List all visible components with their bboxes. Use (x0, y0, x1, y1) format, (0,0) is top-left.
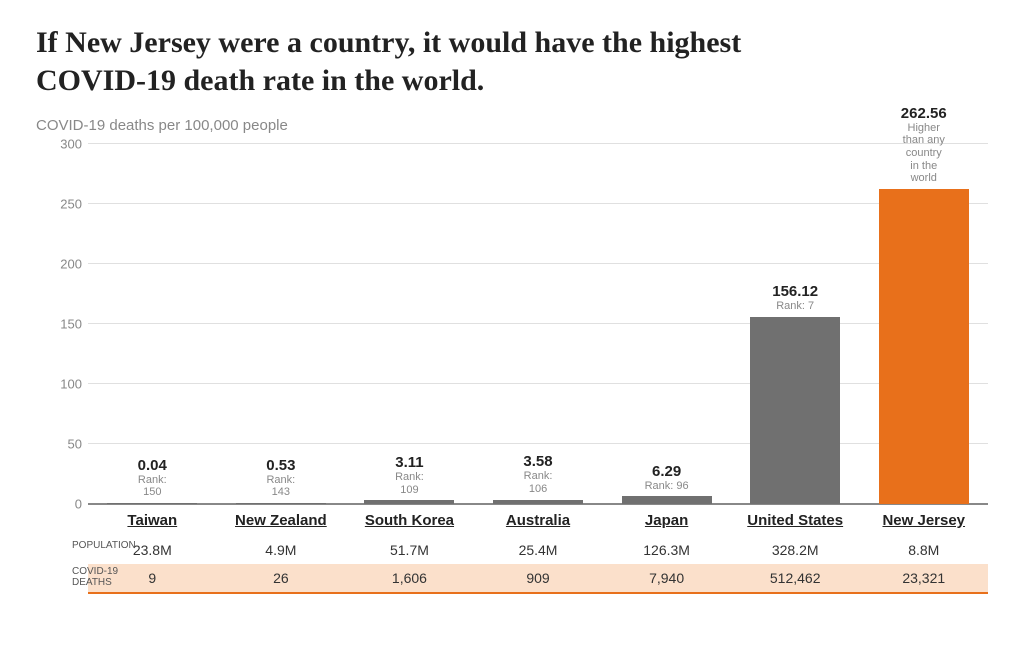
deaths-label: COVID-19 DEATHS (36, 566, 124, 588)
population-row: 23.8M4.9M51.7M25.4M126.3M328.2M8.8M (88, 536, 988, 564)
category-cell: South Korea (345, 512, 474, 529)
bar-rank: Rank: 106 (516, 470, 561, 495)
bar-top-label: 3.11Rank: 109 (387, 454, 432, 496)
bar-column: 156.12Rank: 7 (731, 144, 860, 504)
bar-value: 3.58 (516, 453, 561, 470)
population-cell: 4.9M (217, 542, 346, 558)
bar-rank: Rank: 143 (258, 474, 303, 499)
bar-value: 0.53 (258, 457, 303, 474)
y-tick-label: 50 (44, 437, 82, 452)
bar: 156.12Rank: 7 (750, 317, 840, 504)
category-cell: Australia (474, 512, 603, 529)
bar-top-label: 0.04Rank: 150 (130, 457, 175, 499)
bar-rank: Rank: 150 (130, 474, 175, 499)
population-cell: 51.7M (345, 542, 474, 558)
category-cell: Japan (602, 512, 731, 529)
category-cell: Taiwan (88, 512, 217, 529)
bar-rank: Rank: 96 (645, 480, 689, 493)
deaths-cell: 23,321 (859, 570, 988, 586)
chart-area: 050100150200250300 0.04Rank: 1500.53Rank… (36, 144, 988, 594)
bars: 0.04Rank: 1500.53Rank: 1433.11Rank: 1093… (88, 144, 988, 504)
bar-value: 3.11 (387, 454, 432, 471)
bar-rank: Rank: 7 (772, 300, 818, 313)
population-cell: 328.2M (731, 542, 860, 558)
bar-top-label: 3.58Rank: 106 (516, 453, 561, 495)
bar-top-label: 0.53Rank: 143 (258, 457, 303, 499)
category-cell: New Zealand (217, 512, 346, 529)
data-table: TaiwanNew ZealandSouth KoreaAustraliaJap… (88, 504, 988, 594)
bar-top-label: 6.29Rank: 96 (645, 463, 689, 493)
bar-value: 6.29 (645, 463, 689, 480)
bar-value: 262.56 (901, 105, 947, 122)
population-cell: 8.8M (859, 542, 988, 558)
chart-subtitle: COVID-19 deaths per 100,000 people (36, 117, 988, 134)
category-cell: United States (731, 512, 860, 529)
bar-value: 0.04 (130, 457, 175, 474)
bar: 6.29Rank: 96 (622, 496, 712, 504)
category-row: TaiwanNew ZealandSouth KoreaAustraliaJap… (88, 504, 988, 536)
y-tick-label: 300 (44, 137, 82, 152)
plot: 050100150200250300 0.04Rank: 1500.53Rank… (88, 144, 988, 504)
bar-column: 6.29Rank: 96 (602, 144, 731, 504)
deaths-cell: 1,606 (345, 570, 474, 586)
chart-title: If New Jersey were a country, it would h… (36, 24, 796, 99)
bar-value: 156.12 (772, 283, 818, 300)
bar-rank: Higher than any country in the world (901, 122, 947, 185)
bar: 262.56Higher than any country in the wor… (879, 189, 969, 504)
bar-rank: Rank: 109 (387, 471, 432, 496)
bar-column: 0.53Rank: 143 (217, 144, 346, 504)
population-cell: 25.4M (474, 542, 603, 558)
bar-column: 3.58Rank: 106 (474, 144, 603, 504)
y-tick-label: 100 (44, 377, 82, 392)
bar-column: 262.56Higher than any country in the wor… (859, 144, 988, 504)
deaths-cell: 26 (217, 570, 346, 586)
bar-top-label: 262.56Higher than any country in the wor… (901, 105, 947, 185)
deaths-cell: 909 (474, 570, 603, 586)
y-tick-label: 150 (44, 317, 82, 332)
bar-top-label: 156.12Rank: 7 (772, 283, 818, 313)
y-tick-label: 200 (44, 257, 82, 272)
deaths-row: 9261,6069097,940512,46223,321 (88, 564, 988, 594)
y-tick-label: 250 (44, 197, 82, 212)
population-label: POPULATION (36, 540, 124, 551)
bar-column: 0.04Rank: 150 (88, 144, 217, 504)
deaths-cell: 512,462 (731, 570, 860, 586)
population-cell: 126.3M (602, 542, 731, 558)
bar-column: 3.11Rank: 109 (345, 144, 474, 504)
deaths-cell: 7,940 (602, 570, 731, 586)
category-cell: New Jersey (859, 512, 988, 529)
